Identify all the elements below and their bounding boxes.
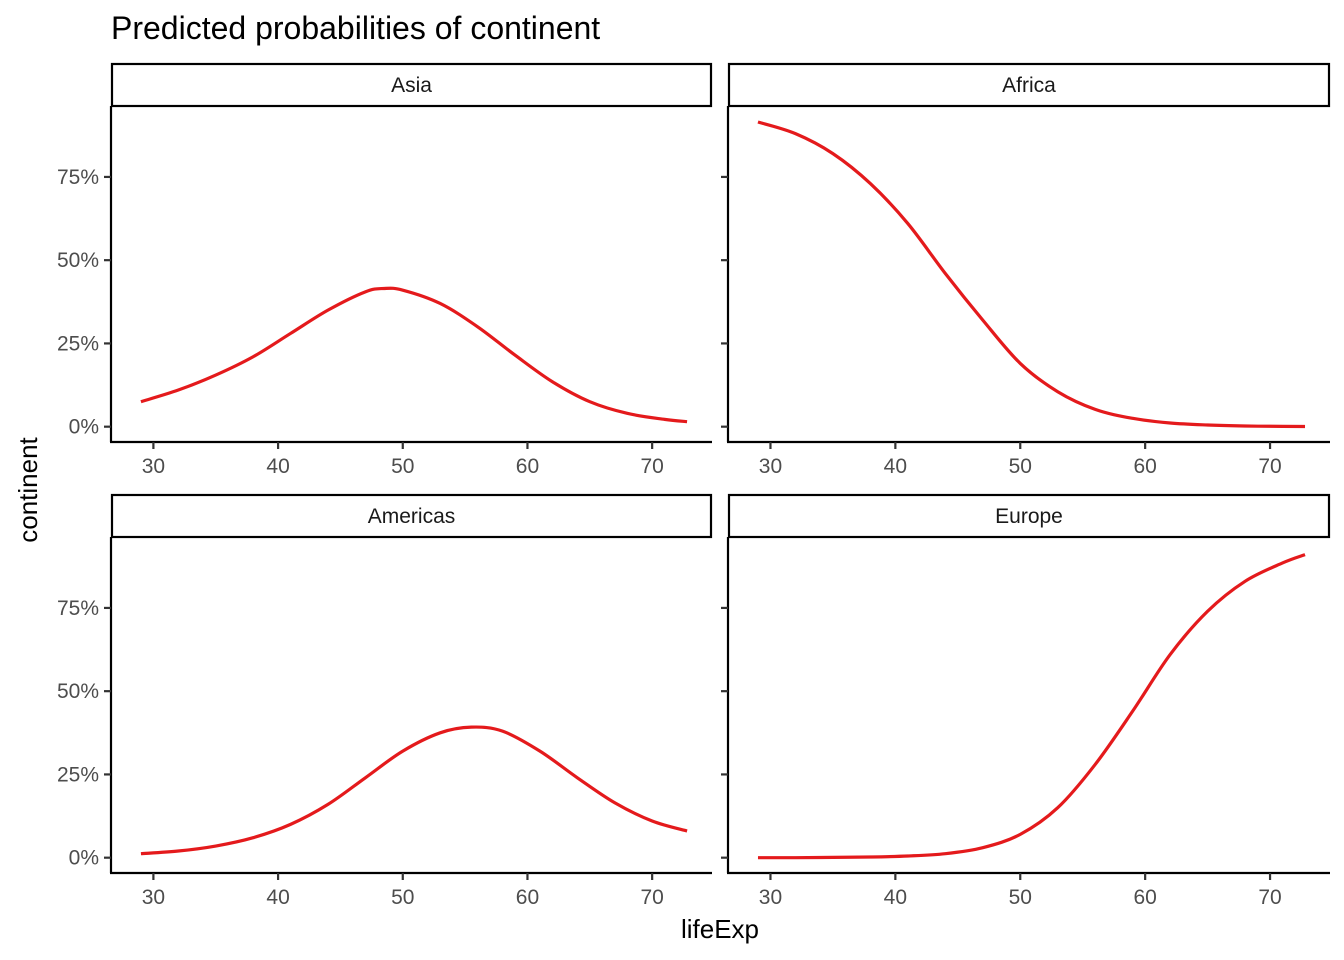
series-line-africa — [757, 120, 1306, 429]
chart-title: Predicted probabilities of continent — [111, 10, 600, 46]
x-tick-label: 70 — [640, 455, 663, 478]
x-tick-label: 30 — [759, 886, 782, 909]
strip-americas — [110, 493, 713, 539]
strip-label-africa: Africa — [1002, 74, 1056, 97]
y-axis-title: continent — [13, 436, 43, 542]
x-tick-label: 40 — [884, 886, 907, 909]
x-tick-label: 50 — [1009, 455, 1032, 478]
strip-europe — [727, 493, 1331, 539]
strip-africa — [727, 62, 1331, 108]
x-tick-label: 70 — [1258, 455, 1281, 478]
facet-panels: Asia 0% 25% 50% 75% 30 40 50 60 70 Africa 30 40 50 60 7… — [57, 62, 1331, 909]
x-tick-label: 60 — [516, 455, 539, 478]
series-line-asia — [140, 286, 688, 424]
y-tick-label: 75% — [57, 166, 99, 189]
y-tick-label: 0% — [69, 847, 99, 870]
y-tick-label: 50% — [57, 680, 99, 703]
x-tick-label: 30 — [142, 886, 165, 909]
x-axis-title: lifeExp — [681, 914, 759, 944]
x-tick-label: 60 — [1133, 455, 1156, 478]
y-tick-label: 25% — [57, 763, 99, 786]
strip-asia — [110, 62, 713, 108]
x-tick-label: 70 — [1258, 886, 1281, 909]
series-line-europe — [757, 553, 1306, 860]
strip-label-americas: Americas — [368, 505, 456, 528]
y-tick-label: 25% — [57, 332, 99, 355]
x-tick-label: 60 — [516, 886, 539, 909]
x-tick-label: 40 — [266, 886, 289, 909]
strip-label-asia: Asia — [391, 74, 432, 97]
x-tick-label: 30 — [759, 455, 782, 478]
x-tick-label: 30 — [142, 455, 165, 478]
y-tick-label: 50% — [57, 249, 99, 272]
panel-asia: Asia 0% 25% 50% 75% 30 40 50 60 70 — [57, 62, 713, 478]
x-tick-label: 40 — [884, 455, 907, 478]
x-tick-label: 50 — [391, 886, 414, 909]
x-tick-label: 70 — [640, 886, 663, 909]
panel-americas: Americas 0% 25% 50% 75% 30 40 50 60 70 — [57, 493, 713, 909]
y-tick-label: 75% — [57, 597, 99, 620]
panel-africa: Africa 30 40 50 60 70 — [721, 62, 1331, 478]
panel-europe: Europe 30 40 50 60 70 — [721, 493, 1331, 909]
x-tick-label: 60 — [1133, 886, 1156, 909]
strip-label-europe: Europe — [995, 505, 1063, 528]
series-line-americas — [140, 725, 688, 856]
y-tick-label: 0% — [69, 416, 99, 439]
x-tick-label: 50 — [1009, 886, 1032, 909]
x-tick-label: 40 — [266, 455, 289, 478]
x-tick-label: 50 — [391, 455, 414, 478]
